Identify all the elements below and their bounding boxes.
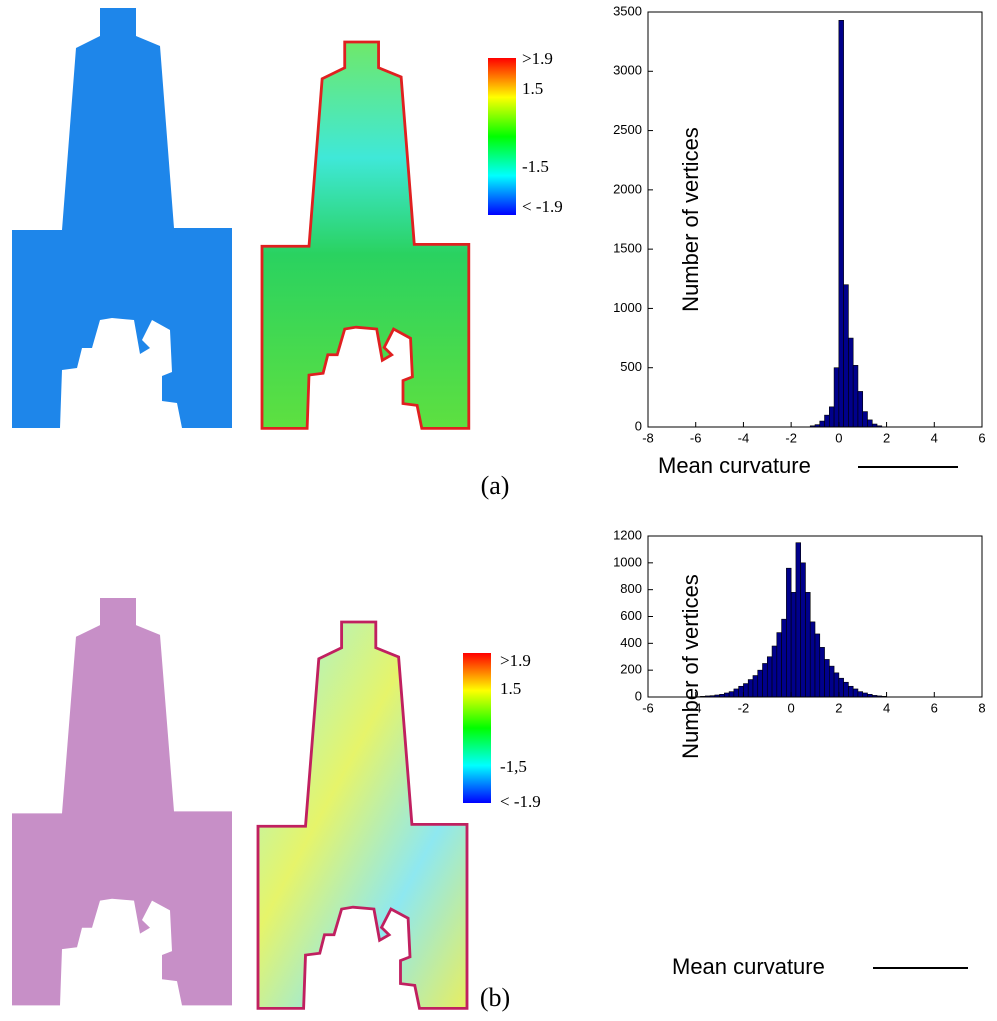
y-tick-label: 200 [620, 662, 642, 677]
colorbar [463, 653, 491, 803]
bar [853, 365, 858, 427]
curvature-map [258, 622, 467, 1008]
colorbar-label: -1,5 [500, 757, 527, 776]
x-axis-label: Mean curvature [672, 954, 825, 979]
bar [820, 647, 825, 697]
bar [748, 680, 753, 697]
x-tick-label: -2 [738, 700, 750, 715]
bar [729, 692, 734, 697]
y-axis-label: Number of vertices [678, 127, 703, 312]
mesh-render [12, 8, 232, 428]
colorbar-label: < -1.9 [500, 792, 541, 811]
bar [796, 543, 801, 697]
bar [777, 633, 782, 697]
bar [772, 646, 777, 697]
bar [844, 682, 849, 697]
y-tick-label: 2500 [613, 122, 642, 137]
model-a [12, 8, 516, 428]
y-tick-label: 0 [635, 688, 642, 703]
y-tick-label: 0 [635, 418, 642, 433]
y-tick-label: 1000 [613, 300, 642, 315]
colorbar-label: 1.5 [522, 79, 543, 98]
bar [863, 412, 868, 427]
y-tick-label: 800 [620, 581, 642, 596]
bar [848, 338, 853, 427]
bar [724, 693, 729, 697]
x-tick-label: 2 [835, 700, 842, 715]
bar [829, 407, 834, 427]
bar [743, 684, 748, 697]
colorbar-label: >1.9 [500, 651, 531, 670]
y-tick-label: 400 [620, 635, 642, 650]
bar [844, 285, 849, 427]
bar [801, 563, 806, 697]
y-tick-label: 500 [620, 359, 642, 374]
x-tick-label: 0 [788, 700, 795, 715]
x-tick-label: 4 [883, 700, 890, 715]
curvature-map [262, 42, 469, 428]
bar [839, 20, 844, 427]
y-tick-label: 600 [620, 608, 642, 623]
colorbar [488, 58, 516, 215]
colorbar-label: < -1.9 [522, 197, 563, 216]
bar [782, 619, 787, 697]
bar [791, 592, 796, 697]
bar [867, 420, 872, 427]
bar [815, 634, 820, 697]
y-tick-label: 2000 [613, 181, 642, 196]
y-tick-label: 3500 [613, 3, 642, 18]
x-tick-label: 6 [931, 700, 938, 715]
bar [786, 568, 791, 697]
bar [739, 686, 744, 697]
bar [753, 676, 758, 697]
bar [763, 663, 768, 697]
bar [810, 622, 815, 697]
model-b [12, 598, 491, 1008]
colorbar-label: >1.9 [522, 49, 553, 68]
y-tick-label: 1200 [613, 527, 642, 542]
bar [858, 692, 863, 697]
bar [825, 659, 830, 697]
bar [734, 689, 739, 697]
bar [863, 693, 868, 697]
y-tick-label: 1500 [613, 241, 642, 256]
mesh-render [12, 598, 232, 1005]
bar [825, 415, 830, 427]
bar [758, 670, 763, 697]
bar [767, 657, 772, 697]
bar [848, 686, 853, 697]
y-axis-label: Number of vertices [678, 574, 703, 759]
bar [829, 666, 834, 697]
x-tick-label: -2 [785, 430, 797, 445]
bar [858, 391, 863, 427]
x-tick-label: 4 [931, 430, 938, 445]
x-tick-label: -8 [642, 430, 654, 445]
y-tick-label: 1000 [613, 554, 642, 569]
bar [805, 592, 810, 697]
page: {"chart_data": [ {"type": "histogram", "… [0, 0, 997, 1016]
bar [820, 421, 825, 427]
x-axis-label: Mean curvature [658, 453, 811, 478]
x-tick-label: 0 [835, 430, 842, 445]
x-tick-label: 6 [978, 430, 985, 445]
panel-label: (a) [481, 471, 510, 500]
x-tick-label: -6 [690, 430, 702, 445]
figure: (a) >1.9 1.5 -1.5 < -1.9 (b) >1.9 1.5 -1,5 < -1.9… [0, 0, 997, 1016]
bar [853, 689, 858, 697]
y-tick-label: 3000 [613, 63, 642, 78]
panel-label: (b) [480, 983, 510, 1012]
colorbar-label: -1.5 [522, 157, 549, 176]
bar [839, 678, 844, 697]
x-tick-label: 8 [978, 700, 985, 715]
bar [834, 673, 839, 697]
x-tick-label: -4 [738, 430, 750, 445]
bar [834, 368, 839, 427]
colorbar-label: 1.5 [500, 679, 521, 698]
x-tick-label: 2 [883, 430, 890, 445]
x-tick-label: -6 [642, 700, 654, 715]
